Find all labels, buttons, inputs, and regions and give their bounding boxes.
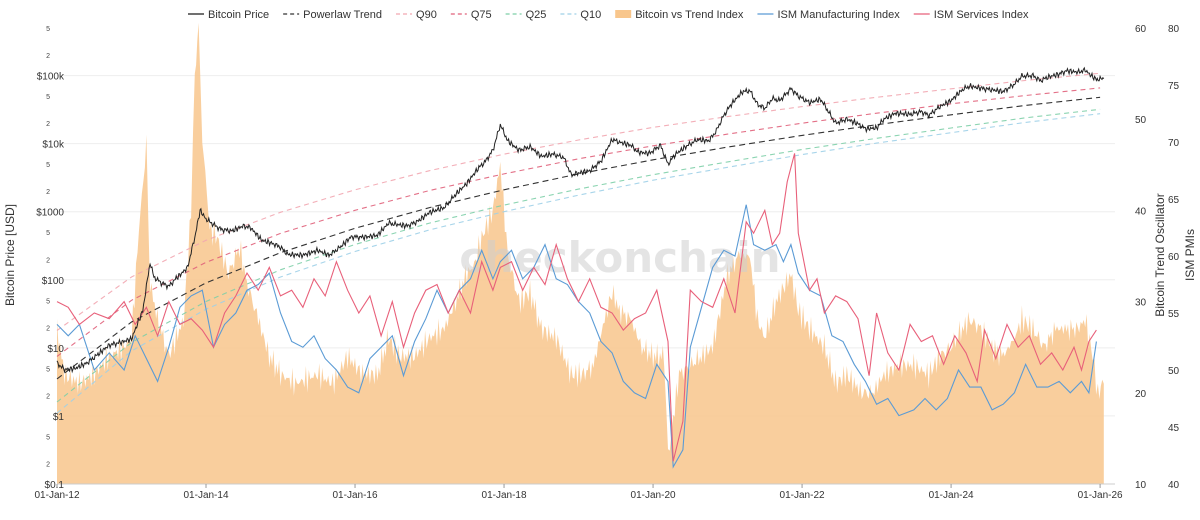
y-left-minor-tick-label: 2 (46, 189, 50, 196)
y-left-minor-tick-label: 2 (46, 53, 50, 60)
legend-label-q90: Q90 (416, 9, 437, 21)
series-ism-services-line (56, 153, 1097, 462)
y-left-minor-tick-label: 2 (46, 393, 50, 400)
x-tick-label: 01-Jan-12 (34, 490, 79, 501)
y-axis-ism-title: ISM PMIs (1183, 229, 1197, 281)
legend-item-index[interactable]: Bitcoin vs Trend Index (615, 9, 744, 21)
y-left-minor-tick-label: 2 (46, 325, 50, 332)
series-q10-line (56, 113, 1101, 414)
watermark: checkonchain (459, 233, 780, 282)
x-tick-label: 01-Jan-18 (482, 490, 527, 501)
legend-item-ism_svc[interactable]: ISM Services Index (913, 9, 1029, 21)
y-left-tick-label: $10k (42, 140, 65, 151)
legend-label-index: Bitcoin vs Trend Index (635, 9, 744, 21)
x-tick-label: 01-Jan-24 (929, 490, 974, 501)
legend-label-trend: Powerlaw Trend (303, 9, 382, 21)
y-osc-tick-label: 40 (1135, 206, 1147, 217)
y-left-minor-tick-label: 5 (46, 162, 50, 169)
series-ism-manufacturing-line (56, 204, 1097, 469)
legend-item-q25[interactable]: Q25 (505, 9, 547, 21)
x-tick-label: 01-Jan-16 (333, 490, 378, 501)
y-ism-tick-label: 75 (1168, 81, 1180, 92)
x-tick-label: 01-Jan-22 (780, 490, 825, 501)
legend-item-ism_mfg[interactable]: ISM Manufacturing Index (757, 9, 900, 21)
y-ism-tick-label: 50 (1168, 366, 1180, 377)
y-left-minor-tick-label: 5 (46, 94, 50, 101)
chart-legend: Bitcoin Price Powerlaw Trend Q90 Q75 Q25 Q10 B… (188, 9, 1029, 21)
trend-index-area-layer (57, 22, 1104, 484)
x-tick-label: 01-Jan-20 (631, 490, 676, 501)
legend-item-q75[interactable]: Q75 (450, 9, 492, 21)
series-powerlaw-trend-line (56, 96, 1101, 380)
legend-item-q90[interactable]: Q90 (396, 9, 437, 21)
y-left-tick-label: $100k (37, 72, 65, 83)
lines-layer (56, 66, 1105, 469)
y-left-minor-tick-label: 2 (46, 462, 50, 469)
y-axis-left-title: Bitcoin Price [USD] (3, 204, 17, 306)
y-left-minor-tick-label: 5 (46, 434, 50, 441)
y-ism-tick-label: 55 (1168, 309, 1180, 320)
y-left-tick-label: $0.1 (45, 480, 65, 491)
legend-item-q10[interactable]: Q10 (560, 9, 601, 21)
y-ism-tick-label: 80 (1168, 24, 1180, 35)
legend-label-q25: Q25 (526, 9, 547, 21)
y-left-minor-tick-label: 5 (46, 26, 50, 33)
legend-label-ism_mfg: ISM Manufacturing Index (777, 9, 900, 21)
y-left-minor-tick-label: 2 (46, 121, 50, 128)
legend-label-price: Bitcoin Price (208, 9, 269, 21)
y-left-minor-tick-label: 5 (46, 298, 50, 305)
y-ism-tick-label: 70 (1168, 138, 1180, 149)
y-osc-tick-label: 20 (1135, 389, 1147, 400)
legend-label-ism_svc: ISM Services Index (934, 9, 1029, 21)
legend-label-q10: Q10 (580, 9, 601, 21)
y-osc-tick-label: 10 (1135, 480, 1147, 491)
series-bitcoin-price-line (56, 66, 1105, 374)
y-left-tick-label: $1000 (36, 208, 64, 219)
legend-swatch-index (615, 10, 632, 18)
legend-item-price[interactable]: Bitcoin Price (188, 9, 269, 21)
y-ism-tick-label: 40 (1168, 480, 1180, 491)
y-left-minor-tick-label: 2 (46, 257, 50, 264)
series-q25-line (56, 108, 1101, 403)
y-osc-tick-label: 30 (1135, 298, 1147, 309)
y-left-minor-tick-label: 5 (46, 366, 50, 373)
y-left-tick-label: $1 (53, 412, 65, 423)
y-ism-tick-label: 60 (1168, 252, 1180, 263)
legend-label-q75: Q75 (471, 9, 492, 21)
y-ism-tick-label: 45 (1168, 423, 1180, 434)
series-q90-line (56, 72, 1101, 331)
x-tick-label: 01-Jan-14 (183, 490, 228, 501)
legend-item-trend[interactable]: Powerlaw Trend (283, 9, 382, 21)
y-osc-tick-label: 50 (1135, 115, 1147, 126)
axes: 01-Jan-12 01-Jan-14 01-Jan-16 01-Jan-18 01-J… (34, 24, 1179, 501)
x-tick-label: 01-Jan-26 (1078, 490, 1123, 501)
y-ism-tick-label: 65 (1168, 195, 1180, 206)
y-left-tick-label: $100 (42, 276, 65, 287)
y-axis-oscillator-title: Bitcoin Trend Oscillator (1153, 193, 1167, 316)
y-left-tick-label: $10 (47, 344, 64, 355)
y-left-minor-tick-label: 5 (46, 230, 50, 237)
y-osc-tick-label: 60 (1135, 24, 1147, 35)
series-trend-index-area (57, 22, 1104, 484)
